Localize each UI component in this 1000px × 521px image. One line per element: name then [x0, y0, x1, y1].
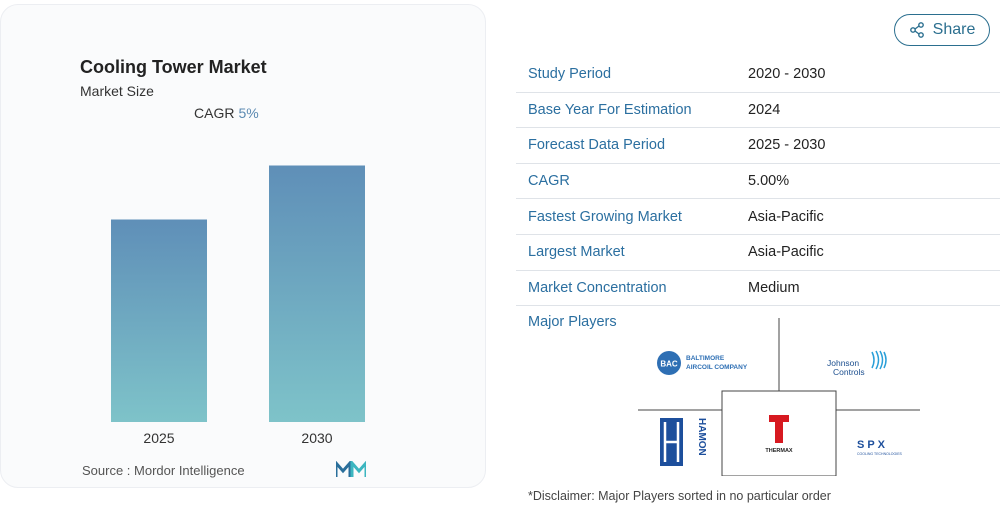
- chart-title: Cooling Tower Market: [80, 57, 267, 77]
- bar-2030: [269, 165, 365, 422]
- johnson-controls-logo: Johnson Controls: [827, 350, 887, 377]
- info-value: 2024: [748, 101, 781, 118]
- chart-source: Source : Mordor Intelligence: [82, 463, 245, 478]
- bac-mark: BAC: [660, 360, 678, 369]
- spx-text: SPX: [857, 439, 888, 451]
- spx-logo: SPX COOLING TECHNOLOGIES: [857, 439, 903, 456]
- x-tick-label: 2025: [143, 430, 174, 446]
- info-row-base-year: Base Year For Estimation 2024: [516, 93, 1000, 129]
- info-key: Market Concentration: [528, 279, 667, 296]
- disclaimer-text: *Disclaimer: Major Players sorted in no …: [528, 489, 831, 503]
- info-value: 5.00%: [748, 173, 790, 190]
- major-players-grid: BAC BALTIMORE AIRCOIL COMPANY Johnson Co…: [638, 318, 920, 476]
- hamon-text: HAMON: [696, 418, 707, 456]
- share-icon: [909, 22, 924, 38]
- info-value: Asia-Pacific: [748, 244, 824, 261]
- info-key: Base Year For Estimation: [528, 101, 692, 118]
- info-key: CAGR: [528, 173, 570, 190]
- info-row-cagr: CAGR 5.00%: [516, 164, 1000, 200]
- market-info-table: Study Period 2020 - 2030 Base Year For Es…: [516, 57, 1000, 307]
- info-key: Forecast Data Period: [528, 137, 666, 154]
- bac-line1: BALTIMORE: [686, 355, 725, 362]
- info-row-study-period: Study Period 2020 - 2030: [516, 57, 1000, 93]
- cagr-label-text: CAGR: [194, 105, 235, 121]
- market-size-card: [0, 4, 486, 488]
- info-row-forecast-period: Forecast Data Period 2025 - 2030: [516, 128, 1000, 164]
- johnson-line2: Controls: [833, 367, 865, 377]
- thermax-logo: THERMAX: [765, 415, 793, 454]
- info-value: 2025 - 2030: [748, 137, 826, 154]
- info-value: Asia-Pacific: [748, 208, 824, 225]
- x-tick-label: 2030: [301, 430, 332, 446]
- cagr-value: 5%: [238, 105, 259, 121]
- bac-line2: AIRCOIL COMPANY: [686, 364, 748, 371]
- mordor-intelligence-logo: [336, 461, 366, 477]
- thermax-text: THERMAX: [765, 448, 793, 454]
- info-row-market-concentration: Market Concentration Medium: [516, 271, 1000, 307]
- bac-logo: BAC BALTIMORE AIRCOIL COMPANY: [657, 351, 748, 375]
- info-key: Fastest Growing Market: [528, 208, 682, 225]
- share-label: Share: [932, 21, 976, 38]
- chart-subtitle: Market Size: [80, 83, 154, 99]
- info-key: Largest Market: [528, 244, 625, 261]
- bar-2025: [111, 219, 207, 422]
- hamon-logo: HAMON: [660, 418, 707, 466]
- major-players-label: Major Players: [528, 314, 617, 330]
- share-button[interactable]: Share: [894, 14, 990, 46]
- info-row-largest-market: Largest Market Asia-Pacific: [516, 235, 1000, 271]
- info-value: 2020 - 2030: [748, 66, 826, 83]
- info-key: Study Period: [528, 66, 612, 83]
- info-row-fastest-growing: Fastest Growing Market Asia-Pacific: [516, 199, 1000, 235]
- spx-sub: COOLING TECHNOLOGIES: [857, 452, 903, 456]
- bar-chart: 2025 2030: [111, 165, 365, 446]
- johnson-line1: Johnson: [827, 358, 859, 368]
- info-value: Medium: [748, 279, 800, 296]
- cagr-label: CAGR 5%: [194, 105, 259, 121]
